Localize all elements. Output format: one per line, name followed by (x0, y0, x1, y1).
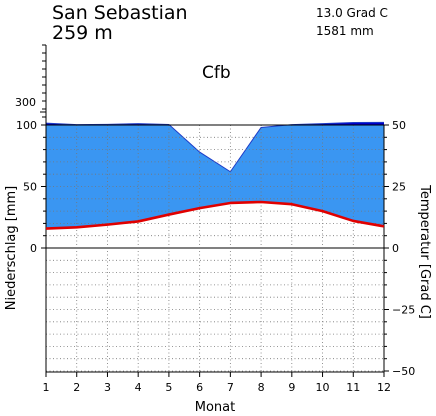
mean-temperature: 13.0 Grad C (316, 6, 388, 20)
y-tick-label-left: 50 (23, 181, 37, 194)
y-tick-label-right: 0 (392, 242, 399, 255)
x-tick-label: 7 (227, 381, 234, 394)
station-name: San Sebastian (52, 2, 188, 24)
x-tick-label: 8 (258, 381, 265, 394)
y-tick-label-right: −25 (392, 304, 415, 317)
x-tick-label: 5 (165, 381, 172, 394)
x-tick-label: 9 (288, 381, 295, 394)
station-elevation: 259 m (52, 22, 113, 44)
y-tick-label-right: −50 (392, 365, 415, 378)
x-tick-label: 4 (135, 381, 142, 394)
temperature-line (45, 200, 385, 230)
x-tick-label: 10 (316, 381, 330, 394)
humid-period-area (46, 125, 384, 229)
precipitation-excess-area (46, 122, 384, 125)
climate-class-label: Cfb (202, 63, 231, 83)
x-tick-label: 11 (346, 381, 360, 394)
x-tick-label: 1 (43, 381, 50, 394)
x-axis-label: Monat (195, 400, 235, 415)
y-tick-label-right: 50 (392, 119, 406, 132)
x-tick-label: 12 (377, 381, 391, 394)
y-tick-label-left: 100 (16, 119, 37, 132)
annual-precipitation: 1581 mm (316, 24, 374, 38)
x-tick-label: 6 (196, 381, 203, 394)
y-axis-label-precipitation: Niederschlag [mm] (4, 186, 19, 311)
y-tick-label-300: 300 (15, 96, 36, 109)
y-tick-label-right: 25 (392, 181, 406, 194)
y-tick-label-left: 0 (30, 242, 37, 255)
x-tick-label: 2 (73, 381, 80, 394)
x-tick-label: 3 (104, 381, 111, 394)
y-axis-label-temperature: Temperatur [Grad C] (417, 184, 432, 319)
